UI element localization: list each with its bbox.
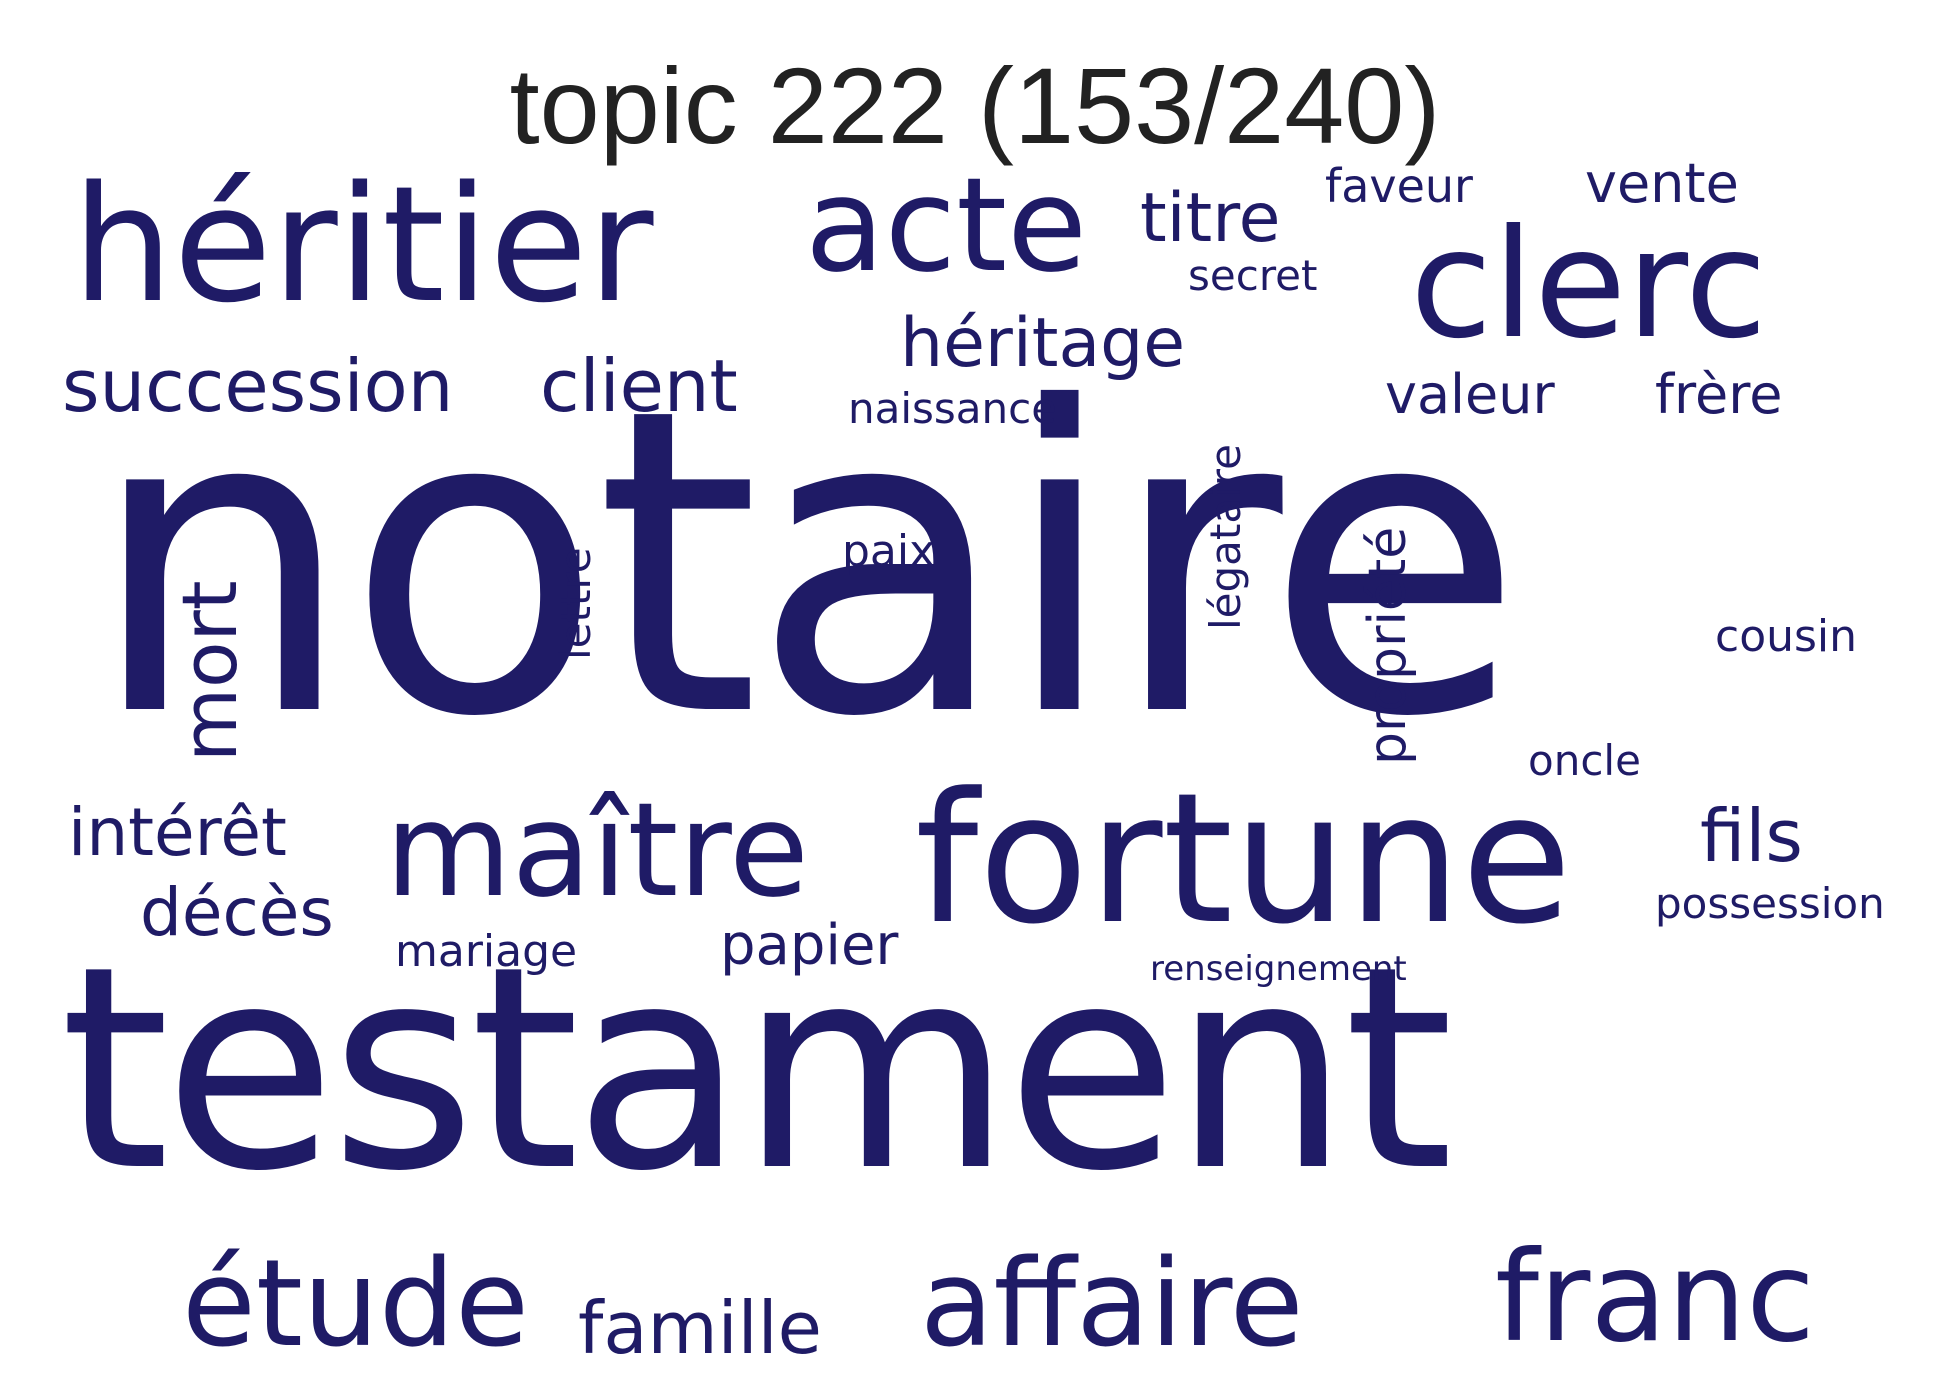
- word-mariage: mariage: [395, 926, 578, 977]
- word-faveur: faveur: [1325, 159, 1473, 213]
- word-legataire: légataire: [1201, 444, 1250, 630]
- word-renseignement: renseignement: [1150, 949, 1407, 989]
- word-famille: famille: [578, 1286, 822, 1370]
- word-frere: frère: [1655, 363, 1783, 426]
- word-affaire: affaire: [920, 1235, 1304, 1374]
- word-possession: possession: [1655, 879, 1885, 928]
- word-notaire: notaire: [88, 320, 1524, 809]
- word-interet: intérêt: [68, 794, 287, 871]
- word-valeur: valeur: [1385, 363, 1555, 426]
- word-fils: fils: [1700, 794, 1803, 878]
- word-vente: vente: [1585, 152, 1739, 215]
- word-propriete: propriété: [1358, 526, 1418, 765]
- word-mort: mort: [165, 580, 254, 762]
- word-naissance: naissance: [848, 384, 1058, 433]
- word-oncle: oncle: [1528, 736, 1641, 785]
- word-secret: secret: [1188, 251, 1318, 300]
- word-maitre: maître: [385, 774, 809, 926]
- word-fortune: fortune: [915, 755, 1572, 964]
- word-cousin: cousin: [1715, 611, 1858, 662]
- word-etude: étude: [182, 1235, 529, 1374]
- word-papier: papier: [720, 913, 899, 978]
- word-succession: succession: [62, 344, 454, 428]
- word-deces: décès: [140, 874, 334, 951]
- word-testament: testament: [60, 907, 1454, 1233]
- word-heritier: héritier: [72, 151, 654, 338]
- word-titre: titre: [1140, 179, 1281, 258]
- word-lettre: lettre: [551, 547, 600, 660]
- word-paix: paix: [842, 526, 936, 577]
- word-client: client: [540, 344, 738, 428]
- word-clerc: clerc: [1410, 198, 1768, 372]
- word-franc: franc: [1495, 1225, 1815, 1370]
- word-acte: acte: [805, 149, 1088, 301]
- chart-title: topic 222 (153/240): [509, 45, 1441, 166]
- word-heritage: héritage: [900, 304, 1186, 383]
